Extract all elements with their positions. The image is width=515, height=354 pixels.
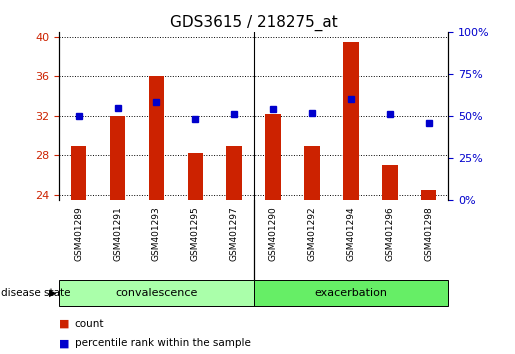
Text: GSM401294: GSM401294 bbox=[347, 206, 355, 261]
Text: GSM401296: GSM401296 bbox=[385, 206, 394, 261]
Text: GSM401298: GSM401298 bbox=[424, 206, 433, 261]
Bar bbox=[265, 114, 281, 200]
Bar bbox=[71, 145, 87, 200]
Title: GDS3615 / 218275_at: GDS3615 / 218275_at bbox=[170, 14, 337, 30]
Text: ■: ■ bbox=[59, 338, 70, 348]
Bar bbox=[343, 42, 358, 200]
Text: GSM401293: GSM401293 bbox=[152, 206, 161, 261]
Text: GSM401297: GSM401297 bbox=[230, 206, 238, 261]
Bar bbox=[304, 145, 320, 200]
Text: exacerbation: exacerbation bbox=[314, 288, 387, 298]
Bar bbox=[110, 116, 125, 200]
Bar bbox=[421, 190, 436, 200]
Bar bbox=[187, 153, 203, 200]
Text: percentile rank within the sample: percentile rank within the sample bbox=[75, 338, 251, 348]
Bar bbox=[59, 280, 253, 306]
Bar bbox=[253, 280, 448, 306]
Text: disease state: disease state bbox=[1, 288, 71, 298]
Text: GSM401289: GSM401289 bbox=[74, 206, 83, 261]
Text: GSM401295: GSM401295 bbox=[191, 206, 200, 261]
Bar bbox=[227, 145, 242, 200]
Text: convalescence: convalescence bbox=[115, 288, 198, 298]
Bar bbox=[149, 76, 164, 200]
Text: GSM401292: GSM401292 bbox=[307, 206, 316, 261]
Text: count: count bbox=[75, 319, 104, 329]
Text: ■: ■ bbox=[59, 319, 70, 329]
Text: ▶: ▶ bbox=[49, 288, 57, 298]
Text: GSM401291: GSM401291 bbox=[113, 206, 122, 261]
Bar bbox=[382, 165, 398, 200]
Text: GSM401290: GSM401290 bbox=[269, 206, 278, 261]
